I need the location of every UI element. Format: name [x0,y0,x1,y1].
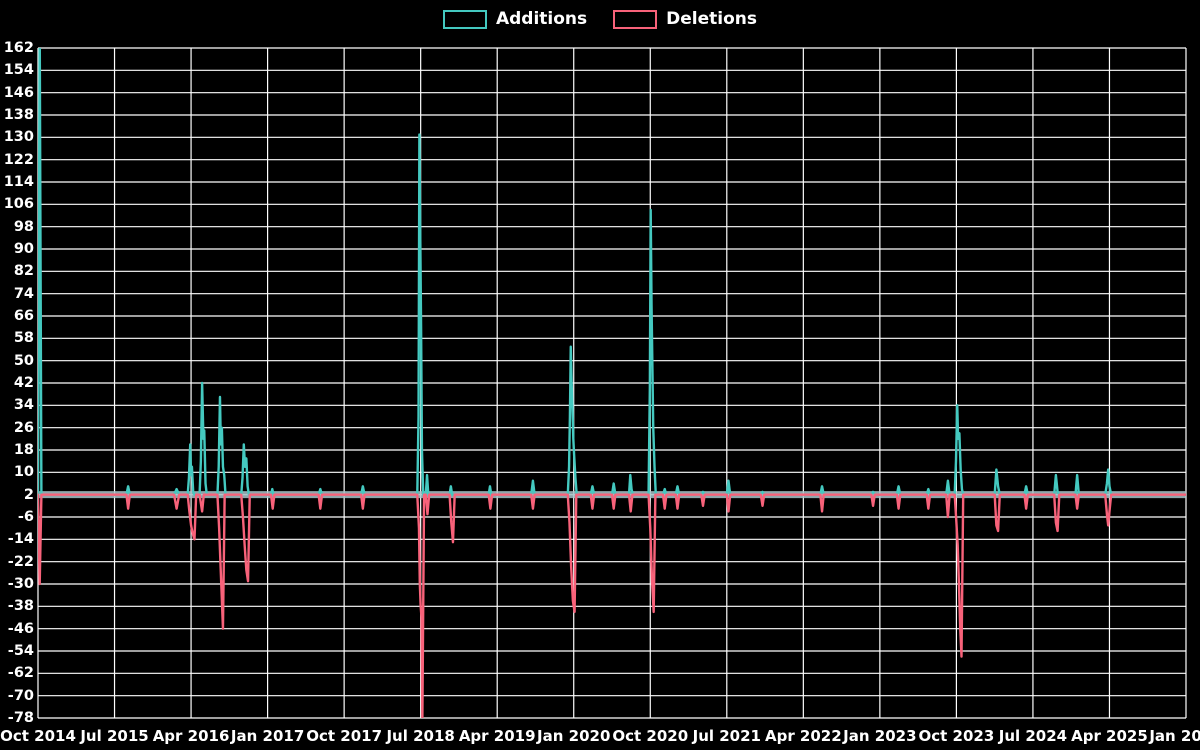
y-tick-label: 146 [3,84,34,101]
y-tick-label: -22 [7,553,34,570]
y-tick-label: 154 [3,62,34,79]
gridlines [37,47,1187,719]
y-tick-label: 74 [13,285,34,302]
x-tick-label: Jan 2026 [1149,727,1200,745]
y-tick-label: 34 [13,397,34,414]
x-tick-label: Oct 2023 [918,727,995,745]
y-tick-label: -30 [7,575,34,592]
x-tick-label: Jul 2015 [80,727,149,745]
x-tick-label: Oct 2017 [306,727,383,745]
y-tick-label: 122 [3,151,34,168]
y-tick-label: -62 [7,665,34,682]
y-tick-label: 82 [13,263,34,280]
x-tick-label: Jul 2024 [998,727,1068,745]
y-tick-label: 106 [3,196,34,213]
y-tick-label: 130 [3,129,34,146]
y-tick-label: 2 [23,486,34,503]
y-tick-label: 162 [3,39,34,56]
x-tick-label: Apr 2025 [1071,727,1148,745]
y-tick-label: 98 [13,218,34,235]
y-tick-label: -70 [7,687,34,704]
y-tick-label: -6 [17,508,34,525]
x-tick-label: Oct 2020 [612,727,689,745]
y-axis: 162 154 146 138 130 122 114 106 98 90 82 74 66 58 50 42… [0,0,34,750]
x-tick-label: Apr 2022 [764,727,842,745]
y-tick-label: -14 [7,531,34,548]
x-tick-label: Jan 2017 [230,727,305,745]
legend-label-additions: Additions [495,9,588,29]
y-tick-label: -46 [7,620,34,637]
series-lines [38,48,1186,718]
y-tick-label: 90 [13,240,34,257]
x-tick-label: Jul 2018 [386,727,455,745]
x-tick-label: Oct 2014 [0,727,76,745]
x-tick-label: Jan 2023 [843,727,917,745]
y-tick-label: 66 [13,307,34,324]
legend-label-deletions: Deletions [666,9,758,29]
x-tick-label: Apr 2016 [152,727,230,745]
chart-legend: Additions Deletions [0,4,1200,34]
y-tick-label: -38 [7,598,34,615]
y-tick-label: 114 [3,173,34,190]
legend-swatch-additions-icon [442,9,487,29]
y-tick-label: 58 [13,330,34,347]
y-tick-label: -54 [7,642,34,659]
y-tick-label: -78 [7,709,34,726]
y-tick-label: 18 [13,441,34,458]
legend-entry-deletions[interactable]: Deletions [613,9,757,29]
y-tick-label: 10 [13,464,34,481]
legend-swatch-deletions-icon [613,9,658,29]
x-tick-label: Apr 2019 [458,727,536,745]
series-line-deletions [38,493,1186,718]
y-tick-label: 50 [13,352,34,369]
y-tick-label: 42 [13,374,34,391]
legend-entry-additions[interactable]: Additions [442,9,588,29]
x-tick-label: Jul 2021 [692,727,761,745]
y-tick-label: 138 [3,106,34,123]
x-tick-label: Jan 2020 [537,727,611,745]
y-tick-label: 26 [13,419,34,436]
